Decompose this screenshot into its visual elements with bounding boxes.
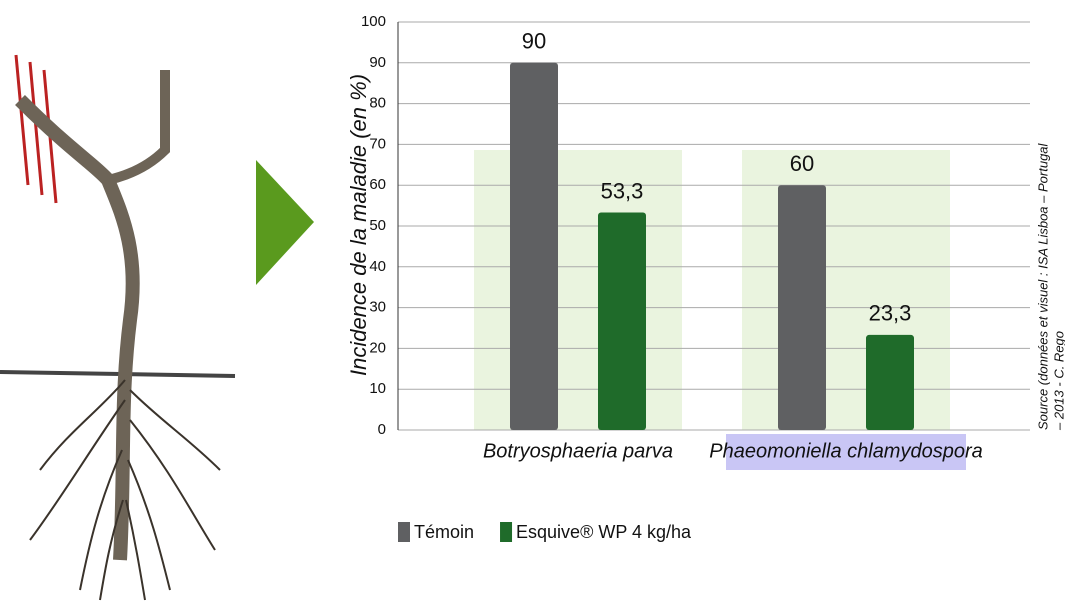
category-highlight [726,434,966,470]
legend-swatch [398,522,410,542]
y-tick-label: 20 [369,339,386,356]
y-tick-label: 50 [369,217,386,234]
value-label: 53,3 [601,178,644,203]
y-tick-label: 0 [378,421,386,438]
vine-illustration [0,54,236,601]
bar [778,185,826,430]
y-tick-label: 80 [369,95,386,112]
y-tick-label: 60 [369,176,386,193]
value-label: 23,3 [869,301,912,326]
value-label: 60 [790,151,814,176]
y-tick-label: 90 [369,54,386,71]
y-tick-label: 40 [369,258,386,275]
category-background [742,150,950,430]
source: Source (données et visuel : ISA Lisboa –… [1035,142,1065,431]
legend-swatch [500,522,513,542]
source-text: – 2013 - C. Rego [1051,331,1065,431]
legend-label: Témoin [414,522,474,542]
arrow [256,160,314,285]
bar [598,212,646,430]
bar [510,62,558,431]
y-tick-label: 10 [369,380,386,397]
y-axis-label: Incidence de la maladie (en %) [346,74,371,376]
x-tick-label: Phaeomoniella chlamydospora [709,440,983,462]
bar [866,334,914,430]
y-tick-label: 30 [369,299,386,316]
y-tick-label: 100 [361,13,386,30]
legend-label: Esquive® WP 4 kg/ha [516,522,692,542]
category-background [474,150,682,430]
source-text: Source (données et visuel : ISA Lisboa –… [1035,142,1050,430]
y-tick-label: 70 [369,135,386,152]
value-label: 90 [522,29,546,54]
x-tick-label: Botryosphaeria parva [483,440,673,462]
